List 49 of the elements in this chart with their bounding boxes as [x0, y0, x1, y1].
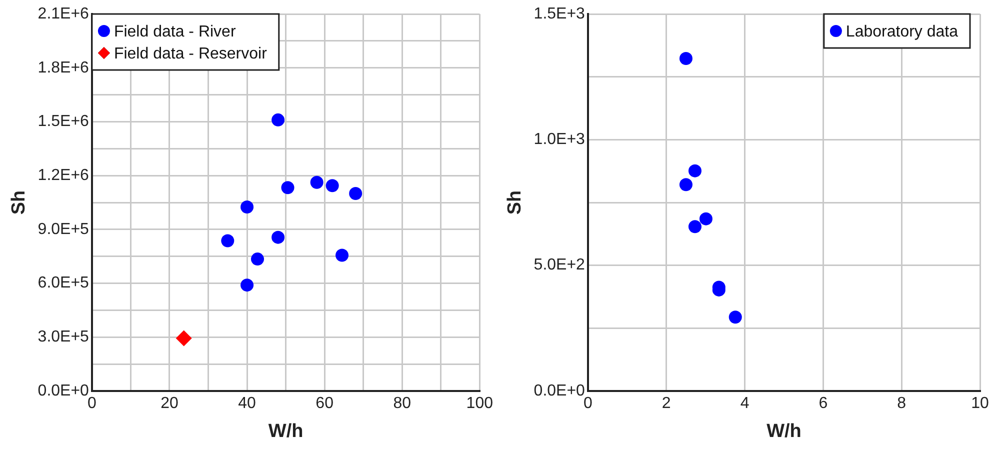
- y-axis-title: Sh: [504, 190, 526, 215]
- point: [176, 330, 192, 346]
- x-tick-label: 10: [971, 395, 989, 412]
- point: [240, 200, 254, 214]
- point: [679, 178, 692, 192]
- x-tick-label: 0: [584, 395, 593, 412]
- y-tick-label: 5.0E+2: [534, 256, 586, 274]
- y-tick-label: 1.0E+3: [534, 131, 586, 148]
- x-tick-label: 100: [466, 395, 494, 412]
- point: [688, 220, 702, 234]
- point: [728, 310, 742, 324]
- x-tick-label: 40: [238, 395, 256, 412]
- x-tick-label: 8: [897, 395, 906, 412]
- point: [336, 248, 349, 262]
- y-tick-label: 1.2E+6: [38, 166, 90, 184]
- y-tick-label: 1.5E+6: [38, 113, 90, 130]
- x-tick-label: 4: [740, 395, 750, 412]
- point: [281, 181, 294, 194]
- point: [349, 187, 362, 200]
- legend-label: Field data - River: [114, 23, 236, 40]
- y-tick-label: 6.0E+5: [38, 274, 90, 292]
- point: [679, 52, 692, 65]
- point: [310, 176, 324, 189]
- point: [251, 252, 264, 266]
- x-axis-title: W/h: [766, 420, 802, 442]
- legend-label: Field data - Reservoir: [114, 45, 268, 62]
- y-tick-label: 0.0E+0: [38, 382, 90, 400]
- y-axis-title: Sh: [8, 190, 30, 215]
- x-tick-label: 80: [393, 395, 412, 412]
- y-tick-label: 1.8E+6: [38, 59, 90, 76]
- point: [699, 212, 712, 226]
- point: [326, 179, 339, 192]
- y-tick-label: 1.5E+3: [534, 5, 586, 22]
- x-tick-label: 60: [316, 395, 334, 412]
- point: [221, 234, 234, 248]
- x-tick-label: 0: [88, 395, 97, 412]
- point: [272, 113, 285, 126]
- legend-label: Laboratory data: [846, 23, 958, 40]
- point: [240, 278, 254, 292]
- y-tick-label: 0.0E+0: [534, 382, 586, 400]
- point: [688, 164, 702, 178]
- point: [272, 230, 285, 244]
- y-tick-label: 9.0E+5: [38, 220, 90, 238]
- x-tick-label: 6: [818, 395, 828, 412]
- y-tick-label: 3.0E+5: [38, 328, 90, 346]
- x-axis-title: W/h: [268, 420, 304, 442]
- x-tick-label: 20: [160, 395, 178, 412]
- y-tick-label: 2.1E+6: [38, 5, 90, 22]
- x-tick-label: 2: [662, 395, 671, 412]
